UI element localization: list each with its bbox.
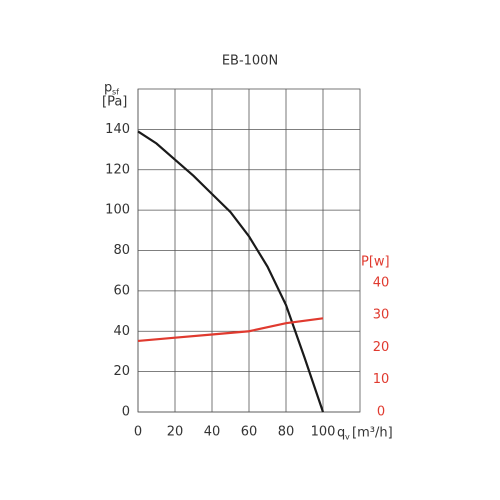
y-tick-label: 20 (113, 364, 130, 379)
y-axis-label: p (104, 81, 112, 96)
x-tick-label: 40 (204, 425, 221, 440)
x-axis-unit: [m³/h] (352, 426, 393, 441)
x-tick-label: 20 (167, 425, 184, 440)
data-line (137, 130, 325, 413)
x-tick-label: 60 (241, 425, 258, 440)
y-tick-label: 120 (105, 162, 130, 177)
x-axis-label-sub: v (345, 433, 350, 442)
y2-tick-label: 40 (373, 275, 390, 290)
y-axis-label-sub: sf (112, 88, 119, 97)
y-axis-unit: [Pa] (102, 95, 127, 110)
y-tick-label: 60 (113, 283, 130, 298)
chart-title: EB-100N (222, 54, 278, 69)
x-tick-label: 0 (134, 425, 142, 440)
y-tick-label: 100 (105, 203, 130, 218)
y-tick-label: 40 (113, 324, 130, 339)
y2-tick-label: 0 (377, 405, 385, 420)
y2-axis-label: P[w] (361, 255, 390, 270)
x-tick-label: 80 (278, 425, 295, 440)
data-line (137, 317, 324, 343)
x-tick-label: 100 (311, 425, 336, 440)
y-tick-label: 140 (105, 122, 130, 137)
plot-frame (137, 88, 361, 413)
y-tick-label: 80 (113, 243, 130, 258)
y-tick-label: 0 (122, 405, 130, 420)
y2-tick-label: 20 (373, 340, 390, 355)
y2-tick-label: 30 (373, 308, 390, 323)
x-axis-label: q (337, 426, 345, 441)
y2-tick-label: 10 (373, 372, 390, 387)
